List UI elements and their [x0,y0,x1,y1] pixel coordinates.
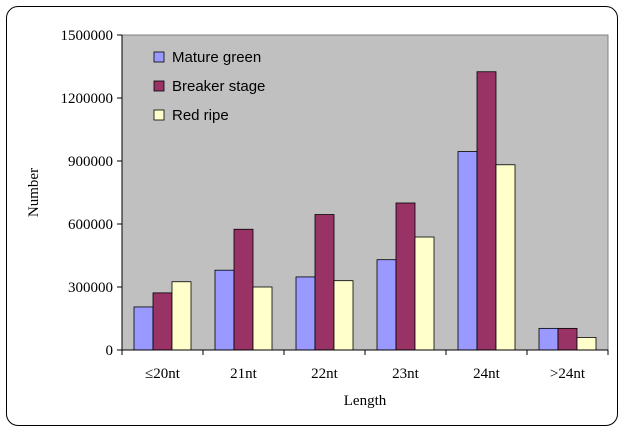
y-tick-label: 300000 [68,280,113,296]
y-tick-label: 0 [106,343,114,359]
legend: Mature green Breaker stage Red ripe [153,49,265,124]
bar-3-6 [576,336,597,351]
x-tick-label: ≤20nt [145,366,181,382]
y-tick-label: 1200000 [61,91,114,107]
bar-2-2 [233,228,254,351]
bar-1-3 [295,276,316,351]
bar-1-1 [133,306,154,351]
y-axis-title: Number [26,168,42,217]
legend-swatch [153,51,165,63]
bar-3-4 [414,236,435,351]
legend-label: Breaker stage [172,78,265,95]
y-tick-label: 1500000 [61,28,114,44]
bar-2-5 [476,71,497,351]
bar-chart: 0 300000 600000 900000 1200000 1500000 ≤20nt 2… [26,28,609,409]
bar-1-6 [538,327,559,351]
x-axis: ≤20nt 21nt 22nt 23nt 24nt >24nt [121,349,609,382]
plot-area [121,34,609,351]
bar-2-6 [557,327,578,351]
x-tick-label: 21nt [230,366,258,382]
bar-3-1 [171,281,192,351]
legend-swatch [153,80,165,92]
bar-3-5 [495,164,516,351]
y-tick-label: 600000 [68,217,113,233]
legend-swatch [153,109,165,121]
x-axis-title: Length [344,393,387,409]
x-tick-label: 22nt [311,366,339,382]
y-tick-label: 900000 [68,154,113,170]
bar-2-1 [152,292,173,351]
x-tick-label: >24nt [550,366,586,382]
bar-3-2 [252,286,273,351]
x-tick-label: 24nt [473,366,501,382]
x-tick-label: 23nt [392,366,420,382]
y-axis: 0 300000 600000 900000 1200000 1500000 [61,28,123,359]
bar-1-4 [376,259,397,351]
bar-3-3 [333,280,354,351]
bar-1-5 [457,151,478,351]
bar-2-3 [314,214,335,351]
legend-label: Red ripe [172,107,229,124]
bar-2-4 [395,202,416,351]
legend-label: Mature green [172,49,261,66]
bars-group [133,71,597,351]
bar-1-2 [214,269,235,351]
